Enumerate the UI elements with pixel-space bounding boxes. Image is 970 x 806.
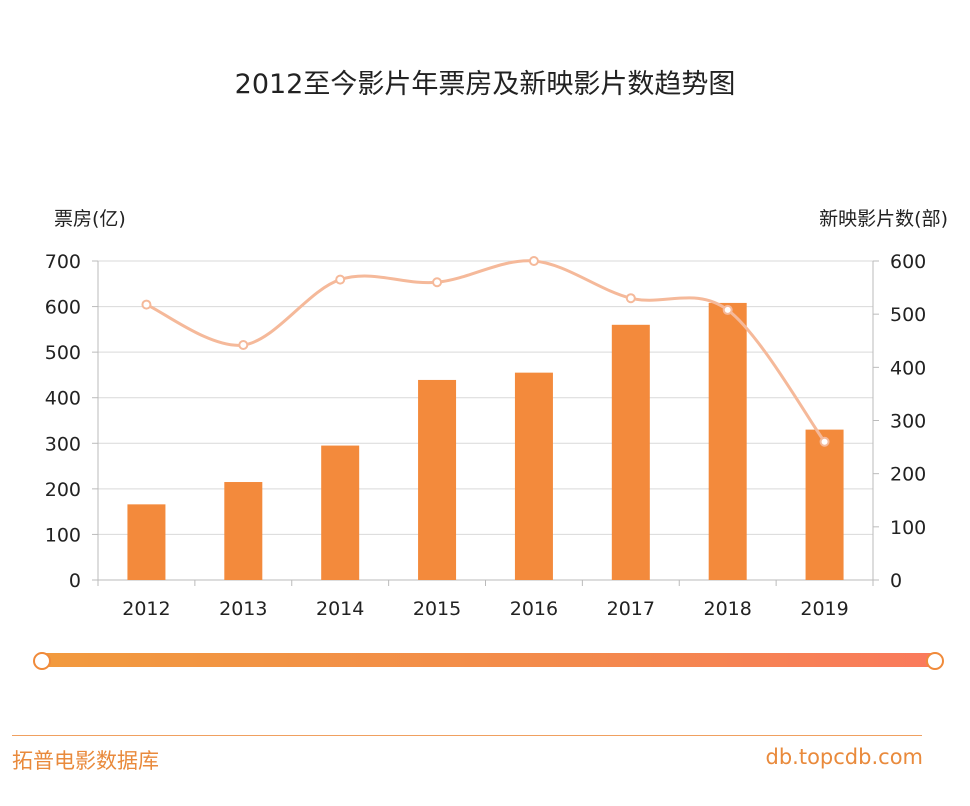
x-tick-label: 2019 xyxy=(800,598,848,620)
left-tick-label: 400 xyxy=(45,388,81,410)
line-point-2012 xyxy=(141,299,152,310)
grid-lines xyxy=(98,260,873,581)
bar-2017 xyxy=(611,324,650,580)
line-point-2016 xyxy=(528,256,539,266)
footer-url[interactable]: db.topcdb.com xyxy=(765,745,923,769)
chart-title: 2012至今影片年票房及新映影片数趋势图 xyxy=(234,69,736,100)
line-point-2014 xyxy=(335,274,346,285)
left-tick-label: 600 xyxy=(45,297,81,319)
left-tick-label: 300 xyxy=(45,433,81,455)
right-axis-label: 新映影片数(部) xyxy=(819,208,948,230)
right-tick-label: 200 xyxy=(890,464,926,486)
slider-start-handle[interactable] xyxy=(33,652,51,670)
bar-2015 xyxy=(418,379,457,580)
bar-2014 xyxy=(321,445,360,580)
right-tick-label: 100 xyxy=(890,517,926,539)
left-tick-label: 500 xyxy=(45,342,81,364)
right-tick-label: 500 xyxy=(890,304,926,326)
axes: 0 100 200 300 400 500 600 700 0 100 200 300 400 500 60… xyxy=(45,251,927,620)
footer-brand: 拓普电影数据库 xyxy=(12,749,159,773)
bar-2019 xyxy=(805,429,844,580)
bar-2016 xyxy=(514,372,553,580)
right-tick-label: 300 xyxy=(890,411,926,433)
footer-divider xyxy=(12,735,922,736)
bar-2012 xyxy=(127,504,166,580)
x-tick-label: 2012 xyxy=(122,598,170,620)
x-tick-label: 2014 xyxy=(316,598,364,620)
bar-series xyxy=(127,302,844,580)
left-tick-label: 0 xyxy=(69,570,81,592)
line-series xyxy=(141,256,830,447)
line-point-2015 xyxy=(432,277,443,288)
x-tick-label: 2017 xyxy=(607,598,655,620)
bar-2018 xyxy=(708,302,747,580)
line-point-2017 xyxy=(625,293,636,304)
line-point-2019 xyxy=(819,436,830,447)
right-tick-label: 0 xyxy=(890,570,902,592)
x-tick-label: 2015 xyxy=(413,598,461,620)
slider-end-handle[interactable] xyxy=(926,652,944,670)
left-tick-label: 200 xyxy=(45,479,81,501)
left-tick-label: 100 xyxy=(45,524,81,546)
left-tick-label: 700 xyxy=(45,251,81,273)
x-tick-label: 2018 xyxy=(704,598,752,620)
line-point-2013 xyxy=(238,340,249,351)
right-tick-label: 400 xyxy=(890,357,926,379)
left-axis-label: 票房(亿) xyxy=(54,208,126,230)
data-zoom-slider[interactable] xyxy=(40,653,935,667)
x-tick-label: 2013 xyxy=(219,598,267,620)
chart-area: 0 100 200 300 400 500 600 700 0 100 200 300 400 500 60… xyxy=(45,208,948,620)
line-point-2018 xyxy=(722,304,733,315)
right-tick-label: 600 xyxy=(890,251,926,273)
x-tick-label: 2016 xyxy=(510,598,558,620)
bar-2013 xyxy=(224,482,263,580)
